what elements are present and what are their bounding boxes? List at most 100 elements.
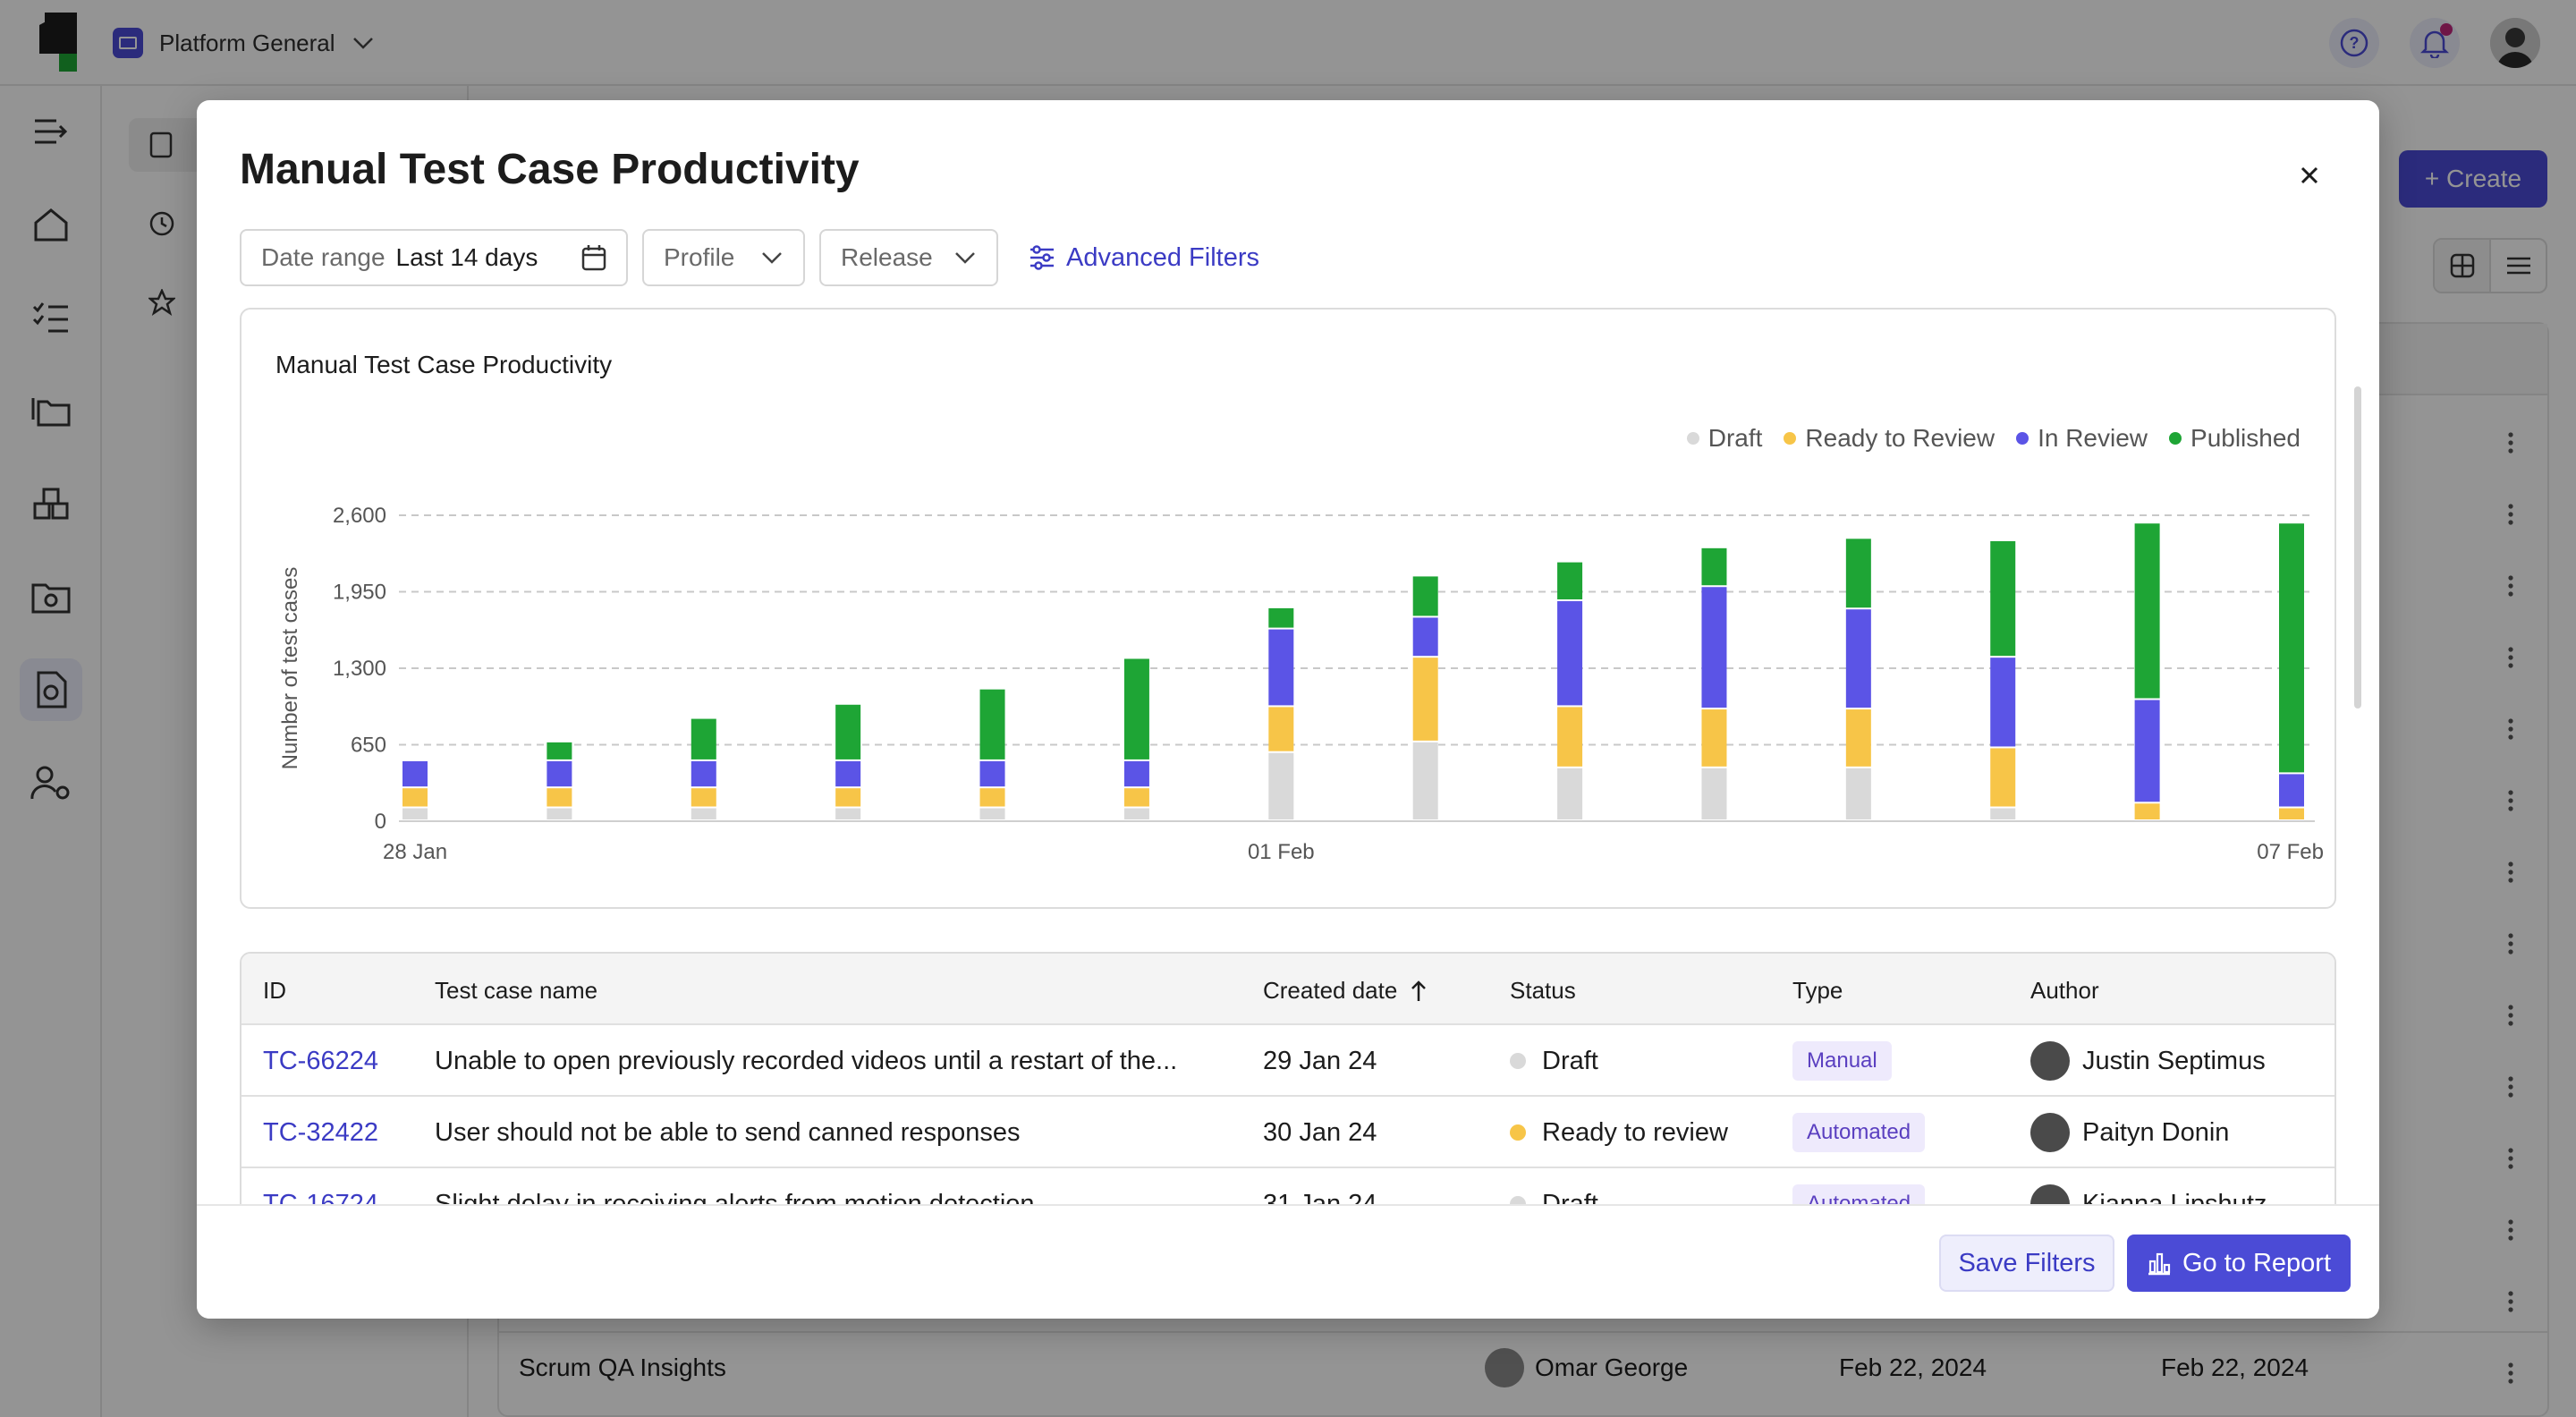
- bar-segment-draft[interactable]: [1990, 808, 2016, 819]
- row-menu-icon[interactable]: [2506, 1147, 2515, 1175]
- bar-segment-ready-to-review[interactable]: [1990, 748, 2016, 807]
- test-case-id-link[interactable]: TC-66224: [263, 1046, 378, 1075]
- row-menu-icon[interactable]: [2506, 1004, 2515, 1031]
- bar-segment-ready-to-review[interactable]: [2279, 808, 2304, 819]
- row-menu-icon[interactable]: [2506, 932, 2515, 960]
- bar-segment-published[interactable]: [1845, 539, 1871, 608]
- legend-item[interactable]: Published: [2169, 424, 2301, 453]
- bar-segment-in-review[interactable]: [1990, 658, 2016, 747]
- bar-segment-draft[interactable]: [979, 808, 1005, 819]
- row-menu-icon[interactable]: [2506, 574, 2515, 602]
- profile-filter[interactable]: Profile: [642, 229, 805, 286]
- bar-segment-in-review[interactable]: [1412, 617, 1438, 657]
- bar-segment-in-review[interactable]: [1557, 601, 1583, 706]
- bar-segment-ready-to-review[interactable]: [547, 788, 572, 807]
- folders-button[interactable]: [20, 379, 82, 442]
- list-view-button[interactable]: [2491, 240, 2546, 292]
- bar-segment-in-review[interactable]: [2134, 700, 2160, 802]
- legend-item[interactable]: In Review: [2016, 424, 2148, 453]
- col-author[interactable]: Author: [2030, 977, 2099, 1004]
- bar-segment-ready-to-review[interactable]: [1123, 788, 1149, 807]
- row-menu-icon[interactable]: [2506, 646, 2515, 674]
- col-id[interactable]: ID: [263, 977, 286, 1004]
- bar-segment-published[interactable]: [835, 704, 861, 759]
- bar-segment-ready-to-review[interactable]: [1557, 707, 1583, 767]
- bar-segment-ready-to-review[interactable]: [1845, 709, 1871, 767]
- bar-segment-in-review[interactable]: [1123, 760, 1149, 787]
- bar-segment-published[interactable]: [1990, 540, 2016, 657]
- table-row[interactable]: TC-32422 User should not be able to send …: [242, 1097, 2334, 1168]
- test-case-id-link[interactable]: TC-32422: [263, 1117, 378, 1147]
- bar-segment-published[interactable]: [2134, 523, 2160, 699]
- bar-segment-in-review[interactable]: [691, 760, 716, 787]
- bar-segment-draft[interactable]: [1845, 768, 1871, 819]
- test-cases-button[interactable]: [20, 286, 82, 349]
- bar-segment-published[interactable]: [1701, 547, 1727, 586]
- notifications-button[interactable]: [2410, 18, 2460, 68]
- bar-segment-draft[interactable]: [402, 808, 428, 819]
- bar-segment-draft[interactable]: [1701, 768, 1727, 819]
- bar-segment-ready-to-review[interactable]: [691, 788, 716, 807]
- bar-segment-in-review[interactable]: [1845, 609, 1871, 708]
- bar-segment-draft[interactable]: [1557, 768, 1583, 819]
- close-button[interactable]: [2292, 157, 2327, 193]
- row-menu-icon[interactable]: [2506, 1362, 2515, 1389]
- bar-segment-in-review[interactable]: [547, 760, 572, 787]
- home-button[interactable]: [20, 193, 82, 256]
- bar-segment-draft[interactable]: [691, 808, 716, 819]
- bar-segment-draft[interactable]: [547, 808, 572, 819]
- bar-segment-ready-to-review[interactable]: [1412, 658, 1438, 741]
- bar-segment-published[interactable]: [547, 742, 572, 759]
- col-name[interactable]: Test case name: [435, 977, 598, 1004]
- col-created[interactable]: Created date: [1263, 977, 1428, 1005]
- bar-segment-in-review[interactable]: [402, 760, 428, 787]
- bar-segment-in-review[interactable]: [2279, 774, 2304, 807]
- row-menu-icon[interactable]: [2506, 861, 2515, 888]
- col-type[interactable]: Type: [1792, 977, 1843, 1004]
- bar-segment-ready-to-review[interactable]: [979, 788, 1005, 807]
- row-menu-icon[interactable]: [2506, 503, 2515, 530]
- table-row[interactable]: TC-66224 Unable to open previously record…: [242, 1025, 2334, 1097]
- bar-segment-published[interactable]: [1123, 658, 1149, 759]
- bar-segment-draft[interactable]: [1268, 752, 1294, 819]
- bar-segment-draft[interactable]: [1123, 808, 1149, 819]
- bar-segment-ready-to-review[interactable]: [2134, 803, 2160, 819]
- bar-segment-ready-to-review[interactable]: [402, 788, 428, 807]
- advanced-filters-button[interactable]: Advanced Filters: [1013, 243, 1259, 273]
- go-to-report-button[interactable]: Go to Report: [2127, 1235, 2351, 1292]
- bar-segment-published[interactable]: [1557, 562, 1583, 600]
- bar-segment-in-review[interactable]: [835, 760, 861, 787]
- bar-segment-draft[interactable]: [835, 808, 861, 819]
- bar-segment-ready-to-review[interactable]: [835, 788, 861, 807]
- bar-segment-ready-to-review[interactable]: [1701, 709, 1727, 767]
- reports-button[interactable]: [20, 658, 82, 721]
- help-button[interactable]: ?: [2329, 18, 2379, 68]
- bar-segment-published[interactable]: [691, 718, 716, 759]
- date-range-filter[interactable]: Date range Last 14 days: [240, 229, 628, 286]
- bar-segment-published[interactable]: [2279, 523, 2304, 773]
- legend-item[interactable]: Ready to Review: [1784, 424, 1995, 453]
- user-settings-button[interactable]: [20, 751, 82, 814]
- modal-scrollbar[interactable]: [2354, 386, 2361, 708]
- grid-view-button[interactable]: [2435, 240, 2491, 292]
- bar-segment-in-review[interactable]: [979, 760, 1005, 787]
- bar-segment-in-review[interactable]: [1701, 587, 1727, 708]
- subnav-item-recent[interactable]: [129, 197, 451, 250]
- user-avatar[interactable]: [2490, 18, 2540, 68]
- automation-button[interactable]: [20, 565, 82, 628]
- row-menu-icon[interactable]: [2506, 1075, 2515, 1103]
- bar-segment-published[interactable]: [1268, 607, 1294, 628]
- collapse-menu-button[interactable]: [20, 100, 82, 163]
- row-menu-icon[interactable]: [2506, 1290, 2515, 1318]
- bar-segment-ready-to-review[interactable]: [1268, 707, 1294, 751]
- bar-segment-published[interactable]: [979, 689, 1005, 759]
- row-menu-icon[interactable]: [2506, 1218, 2515, 1246]
- release-filter[interactable]: Release: [819, 229, 998, 286]
- col-status[interactable]: Status: [1510, 977, 1576, 1004]
- app-logo[interactable]: [36, 13, 79, 72]
- workspace-switcher[interactable]: Platform General: [113, 25, 375, 61]
- subnav-item-starred[interactable]: [129, 276, 451, 329]
- row-menu-icon[interactable]: [2506, 717, 2515, 745]
- bar-segment-published[interactable]: [1412, 576, 1438, 616]
- packages-button[interactable]: [20, 472, 82, 535]
